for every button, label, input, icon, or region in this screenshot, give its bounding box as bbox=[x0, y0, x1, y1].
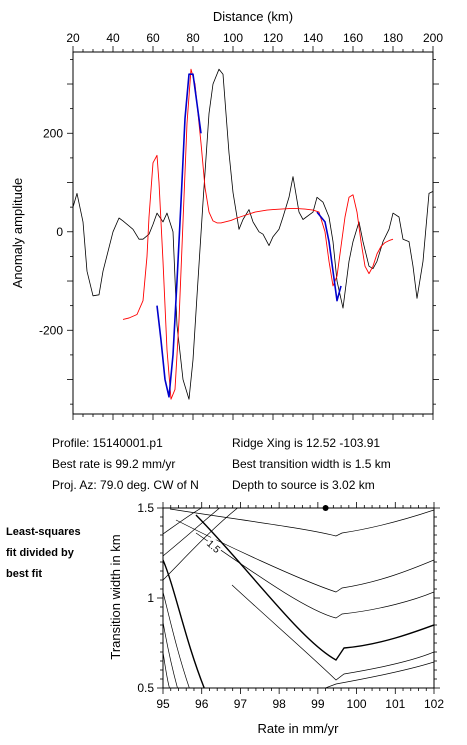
distance-tick-label: 80 bbox=[186, 31, 200, 45]
width-tick-label: 1.5 bbox=[137, 501, 154, 515]
depth-to-source-text: Depth to source is 3.02 km bbox=[232, 478, 375, 492]
distance-tick-label: 60 bbox=[146, 31, 160, 45]
contour-plot-frame bbox=[162, 507, 435, 689]
distance-tick-label: 180 bbox=[383, 31, 403, 45]
rate-tick-label: 102 bbox=[424, 697, 444, 711]
contour-line bbox=[195, 532, 434, 619]
contour-line bbox=[163, 559, 205, 688]
misfit-contours bbox=[163, 508, 434, 688]
contour-line bbox=[163, 508, 239, 581]
misfit-description-line: Least-squares bbox=[6, 526, 81, 538]
distance-tick-label: 40 bbox=[106, 31, 120, 45]
width-tick-label: 1 bbox=[147, 591, 154, 605]
amplitude-tick-labels: -200 0 200 bbox=[39, 126, 63, 337]
rate-tick-label: 95 bbox=[156, 697, 170, 711]
rate-axis-label: Rate in mm/yr bbox=[258, 721, 340, 736]
amplitude-tick-label: -200 bbox=[39, 323, 63, 337]
distance-tick-label: 120 bbox=[263, 31, 283, 45]
contour-line bbox=[231, 584, 434, 681]
rate-tick-label: 100 bbox=[347, 697, 367, 711]
misfit-contour-chart: 95 96 97 98 99 100 101 102 0.5 1 1.5 1.5 Rate in … bbox=[108, 501, 444, 736]
amplitude-axis-label: Anomaly amplitude bbox=[10, 178, 25, 289]
misfit-description-line: best fit bbox=[6, 568, 43, 580]
anomaly-plot-frame bbox=[72, 51, 434, 415]
best-transition-width-text: Best transition width is 1.5 km bbox=[232, 457, 391, 471]
best-fit-marker bbox=[322, 505, 329, 511]
misfit-description: Least-squares fit divided by best fit bbox=[6, 522, 81, 585]
amplitude-tick-label: 200 bbox=[43, 126, 63, 140]
observed-anomaly-line bbox=[72, 68, 434, 400]
width-tick-labels: 0.5 1 1.5 bbox=[137, 501, 154, 695]
best-rate-text: Best rate is 99.2 mm/yr bbox=[52, 457, 176, 471]
contour-line bbox=[195, 514, 434, 661]
rate-tick-label: 98 bbox=[272, 697, 286, 711]
anomaly-ticks bbox=[67, 46, 439, 420]
distance-tick-label: 20 bbox=[66, 31, 80, 45]
contour-line bbox=[163, 591, 190, 688]
amplitude-tick-label: 0 bbox=[56, 225, 63, 239]
misfit-description-line: fit divided by bbox=[6, 547, 74, 559]
distance-tick-label: 160 bbox=[343, 31, 363, 45]
anomaly-series bbox=[72, 68, 434, 400]
fit-window-line bbox=[156, 73, 202, 398]
contour-line bbox=[324, 661, 434, 688]
width-axis-label: Transition width in km bbox=[108, 534, 123, 659]
fit-window-line bbox=[316, 211, 342, 302]
contour-label-bg bbox=[204, 536, 224, 556]
projection-azimuth-text: Proj. Az: 79.0 deg. CW of N bbox=[52, 478, 199, 492]
distance-tick-labels: 20 40 60 80 100 120 140 160 180 200 bbox=[66, 31, 443, 45]
rate-tick-label: 101 bbox=[385, 697, 405, 711]
contour-line bbox=[169, 508, 434, 537]
model-anomaly-line bbox=[122, 68, 394, 400]
contour-ticks bbox=[157, 502, 440, 694]
rate-tick-label: 97 bbox=[234, 697, 248, 711]
contour-line bbox=[163, 621, 178, 688]
rate-tick-labels: 95 96 97 98 99 100 101 102 bbox=[156, 697, 444, 711]
distance-tick-label: 140 bbox=[303, 31, 323, 45]
rate-tick-label: 96 bbox=[195, 697, 209, 711]
contour-line bbox=[163, 651, 170, 688]
contour-line bbox=[163, 508, 203, 535]
ridge-crossing-text: Ridge Xing is 12.52 -103.91 bbox=[232, 436, 381, 450]
distance-tick-label: 200 bbox=[423, 31, 443, 45]
width-tick-label: 0.5 bbox=[137, 681, 154, 695]
distance-tick-label: 100 bbox=[223, 31, 243, 45]
profile-text: Profile: 15140001.p1 bbox=[52, 436, 163, 450]
contour-line bbox=[175, 519, 434, 593]
anomaly-chart: 20 40 60 80 100 120 140 160 180 200 -200 0 200 Dist… bbox=[10, 9, 443, 420]
distance-axis-label: Distance (km) bbox=[213, 9, 293, 24]
rate-tick-label: 99 bbox=[311, 697, 325, 711]
